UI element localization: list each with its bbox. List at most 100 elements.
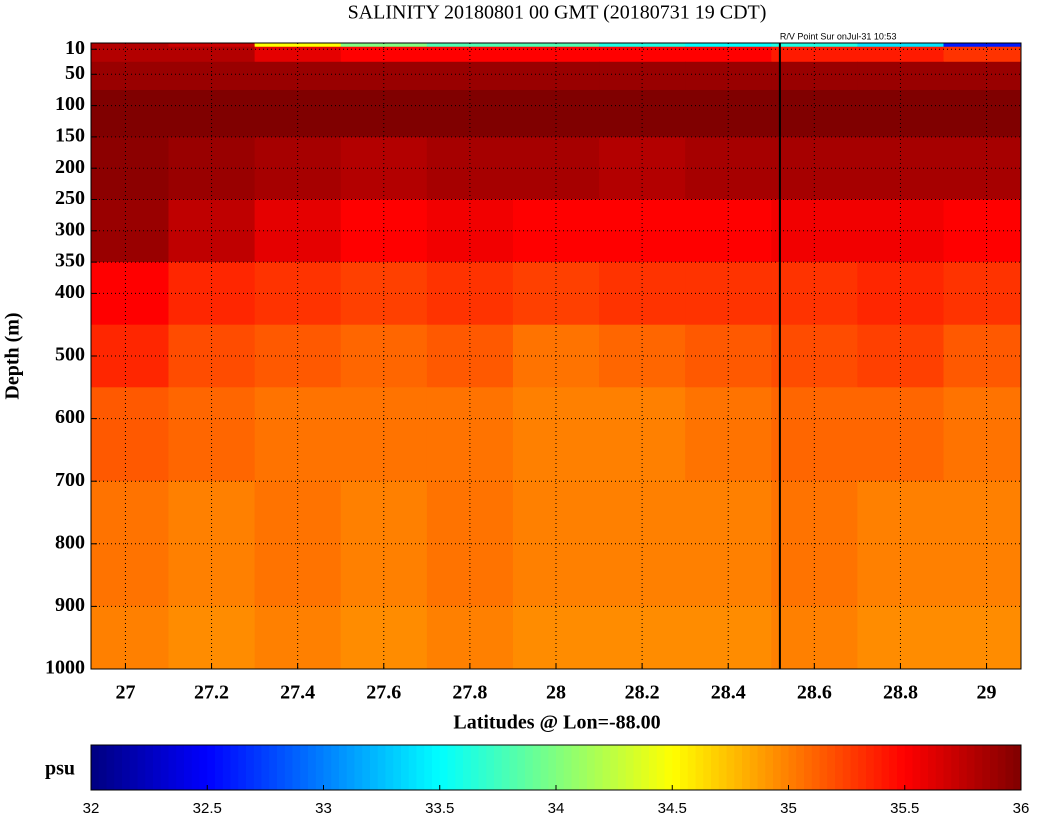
colorbar-segment (509, 745, 518, 790)
colorbar-segment (114, 745, 123, 790)
heat-cell (340, 43, 428, 48)
heat-cell (426, 61, 514, 91)
colorbar-segment (176, 745, 185, 790)
colorbar-segment (308, 745, 317, 790)
heat-cell (254, 61, 342, 91)
y-tick-label: 900 (55, 594, 85, 616)
colorbar-segment (284, 745, 293, 790)
colorbar-segment (439, 745, 448, 790)
colorbar-segment (827, 745, 836, 790)
colorbar-segment (207, 745, 216, 790)
y-tick-label: 200 (55, 156, 85, 178)
colorbar-segment (928, 745, 937, 790)
heat-cell (685, 61, 772, 91)
colorbar-segment (432, 745, 441, 790)
colorbar-segment (602, 745, 611, 790)
x-tick-label: 27 (115, 682, 135, 704)
colorbar-segment (408, 745, 417, 790)
colorbar-segment (470, 745, 479, 790)
heat-cell (599, 61, 686, 91)
colorbar-segment (501, 745, 510, 790)
heat-cell (91, 481, 169, 607)
colorbar-segment (757, 745, 766, 790)
y-tick-label: 150 (55, 124, 85, 146)
colorbar-segment (370, 745, 379, 790)
chart-title: SALINITY 20180801 00 GMT (20180731 19 CD… (348, 2, 767, 24)
heat-cell (512, 606, 600, 670)
heat-cell (168, 61, 256, 91)
colorbar-segment (238, 745, 247, 790)
y-tick-label: 350 (55, 250, 85, 272)
colorbar-segment (129, 745, 138, 790)
heat-cell (599, 136, 686, 200)
colorbar-tick-label: 35.5 (890, 800, 919, 817)
colorbar-segment (765, 745, 774, 790)
colorbar-segment (532, 745, 541, 790)
heat-cell (168, 606, 256, 670)
x-tick-label: 28.6 (797, 682, 832, 704)
x-tick-label: 28 (546, 682, 566, 704)
heat-cell (168, 46, 256, 63)
colorbar-segment (966, 745, 975, 790)
heat-cell (91, 324, 169, 388)
colorbar-segment (633, 745, 642, 790)
heat-cell (340, 481, 428, 607)
heat-cell (599, 324, 686, 388)
colorbar-segment (184, 745, 193, 790)
colorbar-segment (881, 745, 890, 790)
colorbar-segment (300, 745, 309, 790)
x-tick-label: 27.2 (194, 682, 229, 704)
colorbar-segment (563, 745, 572, 790)
heat-cell (512, 89, 600, 138)
heat-cell (340, 89, 428, 138)
heat-cell (857, 61, 944, 91)
colorbar-segment (416, 745, 425, 790)
colorbar-segment (447, 745, 456, 790)
colorbar-segment (571, 745, 580, 790)
colorbar-segment (959, 745, 968, 790)
heat-cell (771, 61, 858, 91)
y-tick-label: 300 (55, 218, 85, 240)
colorbar-segment (641, 745, 650, 790)
heat-cell (91, 136, 169, 200)
colorbar-tick-label: 32.5 (193, 800, 222, 817)
colorbar-segment (656, 745, 665, 790)
heat-cell (771, 324, 858, 388)
colorbar-segment (873, 745, 882, 790)
colorbar-segment (951, 745, 960, 790)
heat-cell (340, 61, 428, 91)
colorbar-segment (517, 745, 526, 790)
heat-cell (340, 136, 428, 200)
x-tick-label: 28.4 (711, 682, 746, 704)
colorbar-segment (811, 745, 820, 790)
colorbar-segment (269, 745, 278, 790)
colorbar-segment (253, 745, 262, 790)
heat-cell (168, 89, 256, 138)
colorbar-segment (540, 745, 549, 790)
colorbar-segment (804, 745, 813, 790)
colorbar-segment (974, 745, 983, 790)
colorbar-segment (982, 745, 991, 790)
heat-cell (685, 481, 772, 607)
colorbar-segment (726, 745, 735, 790)
x-tick-label: 27.6 (366, 682, 401, 704)
heat-cell (426, 89, 514, 138)
colorbar-label: psu (45, 758, 75, 780)
colorbar-tick-label: 33.5 (425, 800, 454, 817)
heat-cell (599, 481, 686, 607)
heat-cell (685, 89, 772, 138)
colorbar-segment (594, 745, 603, 790)
colorbar-segment (904, 745, 913, 790)
colorbar-segment (393, 745, 402, 790)
colorbar-segment (385, 745, 394, 790)
colorbar-segment (292, 745, 301, 790)
heat-cell (599, 46, 686, 63)
heat-cell (340, 606, 428, 670)
colorbar-segment (579, 745, 588, 790)
heat-cell (943, 89, 1022, 138)
heat-cell (599, 89, 686, 138)
heat-cell (91, 46, 169, 63)
heat-cell (254, 46, 342, 63)
heat-cell (512, 43, 600, 48)
colorbar-segment (1005, 745, 1014, 790)
